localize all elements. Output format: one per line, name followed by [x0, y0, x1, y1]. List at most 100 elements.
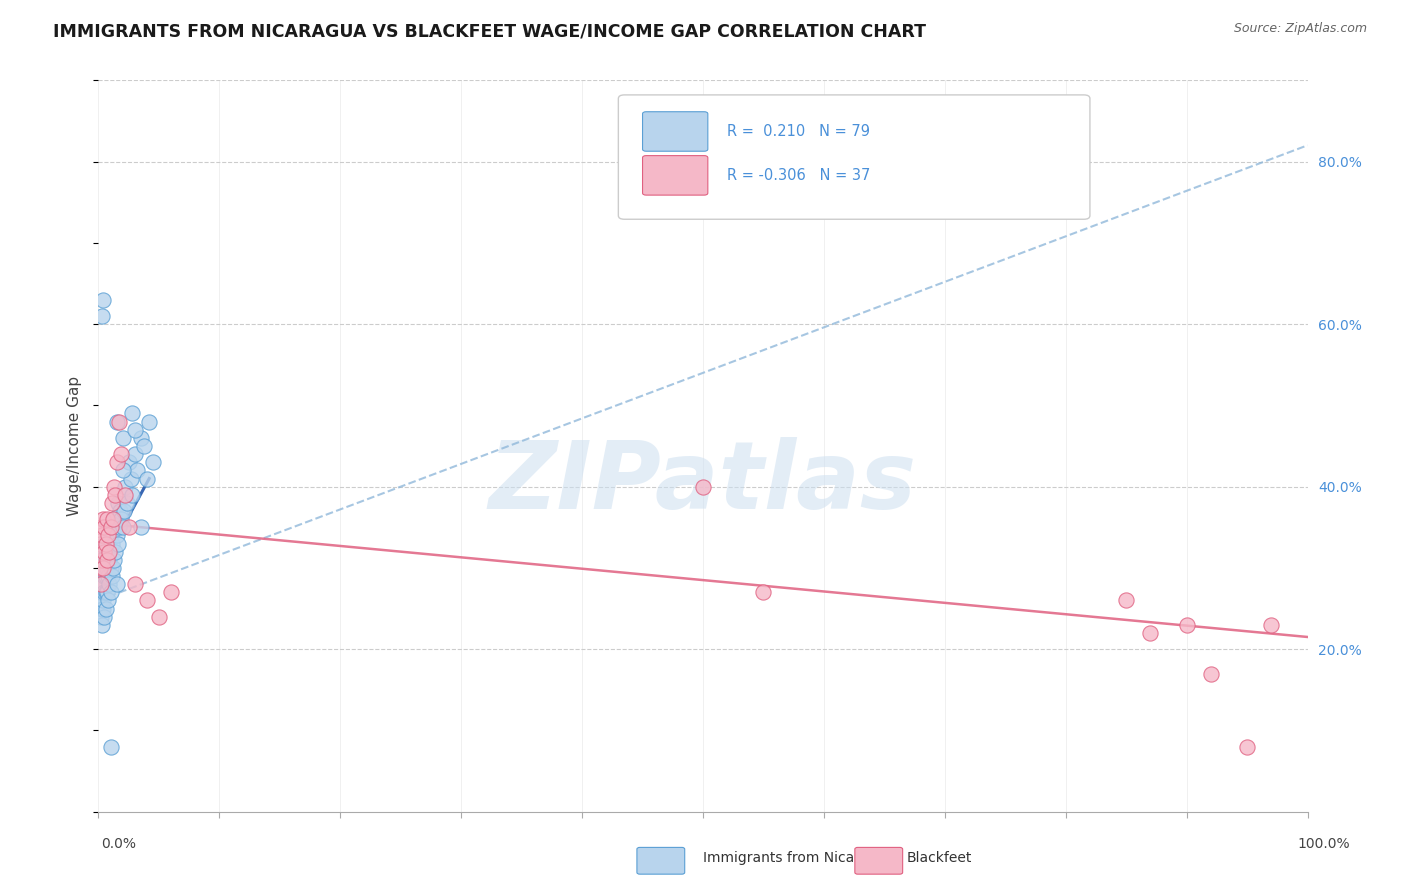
Text: 100.0%: 100.0%: [1298, 837, 1350, 851]
Point: [94, 601, 117, 615]
Text: R =  0.210   N = 79: R = 0.210 N = 79: [727, 124, 870, 139]
Point: [94, 569, 117, 583]
Point: [94, 585, 117, 599]
Point: [90, 585, 112, 599]
Point: [93, 585, 115, 599]
Point: [100, 739, 122, 754]
Point: [117, 496, 139, 510]
Point: [96, 512, 118, 526]
Text: IMMIGRANTS FROM NICARAGUA VS BLACKFEET WAGE/INCOME GAP CORRELATION CHART: IMMIGRANTS FROM NICARAGUA VS BLACKFEET W…: [53, 22, 927, 40]
Point: [93, 569, 115, 583]
Point: [129, 431, 152, 445]
Point: [135, 593, 157, 607]
Point: [1175, 617, 1198, 632]
Point: [1260, 617, 1282, 632]
Point: [104, 544, 127, 558]
Point: [100, 569, 122, 583]
Point: [1115, 593, 1137, 607]
Point: [107, 536, 129, 550]
Point: [91, 561, 114, 575]
Point: [98, 544, 121, 558]
Point: [101, 520, 124, 534]
Point: [96, 585, 118, 599]
Point: [101, 561, 124, 575]
Point: [96, 553, 118, 567]
Point: [97, 528, 120, 542]
FancyBboxPatch shape: [619, 95, 1090, 219]
Text: Source: ZipAtlas.com: Source: ZipAtlas.com: [1233, 22, 1367, 36]
Point: [105, 577, 128, 591]
Point: [124, 423, 146, 437]
Point: [108, 520, 131, 534]
Point: [97, 536, 120, 550]
Point: [89, 561, 111, 575]
Point: [90, 569, 112, 583]
Point: [100, 536, 122, 550]
Point: [93, 544, 115, 558]
Point: [103, 480, 125, 494]
Point: [121, 488, 143, 502]
Text: Blackfeet: Blackfeet: [907, 851, 972, 865]
Point: [91, 528, 114, 542]
Point: [93, 609, 115, 624]
Point: [91, 309, 114, 323]
Point: [90, 577, 112, 591]
Point: [111, 431, 134, 445]
Point: [118, 520, 141, 534]
Point: [90, 609, 112, 624]
Point: [100, 585, 122, 599]
Point: [91, 601, 114, 615]
Point: [90, 553, 112, 567]
Point: [98, 577, 121, 591]
Point: [692, 480, 714, 494]
Point: [91, 544, 114, 558]
Point: [105, 415, 128, 429]
Point: [89, 585, 111, 599]
Point: [93, 520, 115, 534]
Y-axis label: Wage/Income Gap: Wage/Income Gap: [67, 376, 83, 516]
Point: [112, 504, 135, 518]
Point: [752, 585, 775, 599]
Point: [91, 561, 114, 575]
Point: [100, 496, 122, 510]
Point: [91, 585, 114, 599]
Point: [114, 480, 136, 494]
Point: [90, 544, 112, 558]
Point: [108, 415, 131, 429]
Point: [89, 536, 111, 550]
Point: [107, 496, 129, 510]
Point: [110, 447, 132, 461]
Point: [105, 528, 128, 542]
Point: [105, 455, 128, 469]
Point: [94, 536, 117, 550]
Point: [91, 293, 114, 307]
Point: [89, 593, 111, 607]
Point: [91, 553, 114, 567]
Point: [96, 561, 118, 575]
Point: [90, 520, 112, 534]
Point: [101, 512, 124, 526]
Point: [91, 593, 114, 607]
Point: [135, 471, 157, 485]
Point: [124, 447, 146, 461]
Point: [93, 536, 115, 550]
Point: [91, 577, 114, 591]
Point: [98, 553, 121, 567]
Point: [1199, 666, 1222, 681]
Point: [90, 593, 112, 607]
Point: [89, 577, 111, 591]
Point: [127, 463, 149, 477]
Point: [138, 415, 160, 429]
Point: [89, 561, 111, 575]
FancyBboxPatch shape: [643, 112, 707, 152]
Point: [114, 488, 136, 502]
Point: [121, 407, 143, 421]
Point: [108, 504, 131, 518]
Point: [160, 585, 183, 599]
Point: [91, 553, 114, 567]
Point: [111, 463, 134, 477]
Point: [1236, 739, 1258, 754]
Text: 0.0%: 0.0%: [101, 837, 136, 851]
Point: [91, 577, 114, 591]
Point: [91, 617, 114, 632]
